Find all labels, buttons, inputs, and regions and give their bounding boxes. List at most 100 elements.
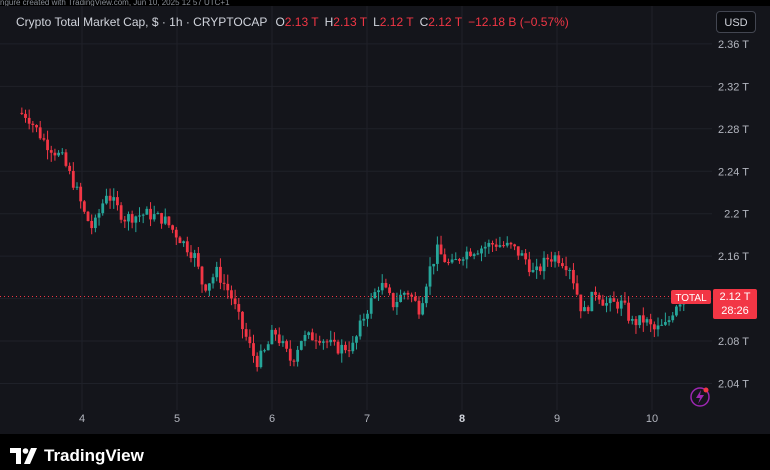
candle-body bbox=[321, 341, 325, 343]
candle-body bbox=[167, 216, 171, 226]
candle-body bbox=[579, 294, 583, 312]
candle-body bbox=[79, 186, 83, 202]
candle-body bbox=[583, 307, 586, 312]
candle-body bbox=[634, 319, 638, 326]
candle-body bbox=[193, 253, 197, 258]
candle-body bbox=[105, 195, 108, 204]
candle-body bbox=[329, 339, 333, 343]
candle-body bbox=[230, 290, 233, 299]
candle-body bbox=[594, 291, 597, 295]
lightning-icon[interactable] bbox=[690, 387, 710, 407]
candle-body bbox=[391, 293, 395, 308]
candle-body bbox=[75, 186, 79, 188]
candle-body bbox=[546, 257, 550, 260]
candle-body bbox=[575, 283, 579, 295]
candle-body bbox=[432, 263, 436, 267]
candle-body bbox=[351, 342, 355, 352]
legend-header: Crypto Total Market Cap, $ · 1h · CRYPTO… bbox=[16, 14, 569, 30]
candle-body bbox=[277, 334, 281, 344]
change-value: −12.18 B (−0.57%) bbox=[468, 15, 569, 29]
price-tag-symbol: TOTAL bbox=[675, 293, 707, 304]
candle-body bbox=[586, 307, 590, 312]
candle-body bbox=[134, 216, 138, 223]
price-tag-bg bbox=[713, 289, 757, 319]
candle-body bbox=[601, 299, 605, 306]
candle-body bbox=[627, 302, 630, 321]
candle-body bbox=[314, 340, 318, 342]
candle-body bbox=[531, 270, 535, 273]
candle-body bbox=[597, 294, 601, 300]
candle-body bbox=[123, 219, 127, 222]
candle-body bbox=[652, 324, 656, 330]
x-tick-label: 5 bbox=[174, 413, 180, 425]
candle-body bbox=[494, 244, 498, 247]
candle-body bbox=[454, 259, 458, 261]
candle-body bbox=[630, 319, 634, 321]
candle-body bbox=[296, 349, 300, 362]
candlestick-chart[interactable]: 2.04 T 2.08 T 2.12 T 2.16 T 2.2 T 2.24 T 2.28 … bbox=[0, 6, 770, 434]
candle-body bbox=[325, 341, 329, 343]
candle-body bbox=[564, 266, 568, 271]
candle-body bbox=[513, 244, 516, 247]
currency-button[interactable]: USD bbox=[716, 11, 756, 33]
candle-body bbox=[130, 214, 134, 223]
candle-body bbox=[116, 197, 119, 206]
candle-body bbox=[285, 341, 288, 349]
candle-body bbox=[663, 322, 667, 325]
candle-body bbox=[127, 214, 130, 222]
chart-panel[interactable]: 2.04 T 2.08 T 2.12 T 2.16 T 2.2 T 2.24 T 2.28 … bbox=[0, 6, 770, 434]
candle-body bbox=[174, 229, 178, 238]
x-tick-label: 8 bbox=[459, 413, 465, 425]
candle-body bbox=[27, 117, 31, 124]
candle-body bbox=[274, 329, 277, 335]
price-tag-symbol-bg bbox=[671, 290, 711, 304]
high-label: H bbox=[324, 15, 334, 29]
candle-body bbox=[428, 266, 432, 287]
candle-body bbox=[498, 245, 502, 247]
candle-body bbox=[237, 304, 241, 312]
candle-body bbox=[509, 242, 513, 245]
candle-body bbox=[538, 266, 542, 272]
candle-body bbox=[42, 138, 46, 140]
y-tick-label: 2.2 T bbox=[724, 209, 749, 221]
candle-body bbox=[152, 214, 156, 220]
candle-body bbox=[476, 253, 480, 255]
candle-body bbox=[645, 319, 649, 323]
candle-body bbox=[93, 217, 97, 229]
candle-body bbox=[487, 242, 491, 247]
candle-body bbox=[156, 213, 160, 215]
candle-body bbox=[20, 112, 24, 114]
candle-body bbox=[35, 124, 38, 128]
candle-body bbox=[318, 340, 322, 343]
candle-body bbox=[355, 336, 358, 343]
candle-body bbox=[200, 266, 204, 285]
candle-body bbox=[97, 213, 101, 218]
candle-body bbox=[259, 350, 263, 368]
candle-body bbox=[119, 205, 123, 220]
candle-body bbox=[68, 165, 72, 171]
candle-body bbox=[399, 294, 402, 303]
candle-body bbox=[266, 344, 270, 351]
candle-body bbox=[649, 319, 653, 325]
candle-body bbox=[248, 336, 252, 344]
candle-body bbox=[149, 208, 152, 220]
candle-body bbox=[112, 197, 116, 201]
brand[interactable]: TradingView bbox=[10, 446, 144, 466]
candle-body bbox=[57, 152, 60, 156]
high-value: 2.13 T bbox=[333, 15, 368, 29]
candle-body bbox=[557, 255, 561, 264]
candle-body bbox=[675, 306, 678, 316]
candle-body bbox=[638, 315, 642, 326]
candle-body bbox=[605, 303, 608, 306]
close-label: C bbox=[419, 15, 429, 29]
candle-body bbox=[439, 244, 443, 255]
candle-body bbox=[233, 298, 237, 305]
candle-body bbox=[542, 257, 546, 272]
x-tick-label: 6 bbox=[269, 413, 275, 425]
candle-body bbox=[450, 259, 454, 263]
candle-body bbox=[443, 254, 447, 263]
candle-body bbox=[333, 339, 336, 342]
candle-body bbox=[46, 139, 49, 151]
candle-body bbox=[377, 290, 380, 293]
candle-body bbox=[553, 255, 557, 262]
